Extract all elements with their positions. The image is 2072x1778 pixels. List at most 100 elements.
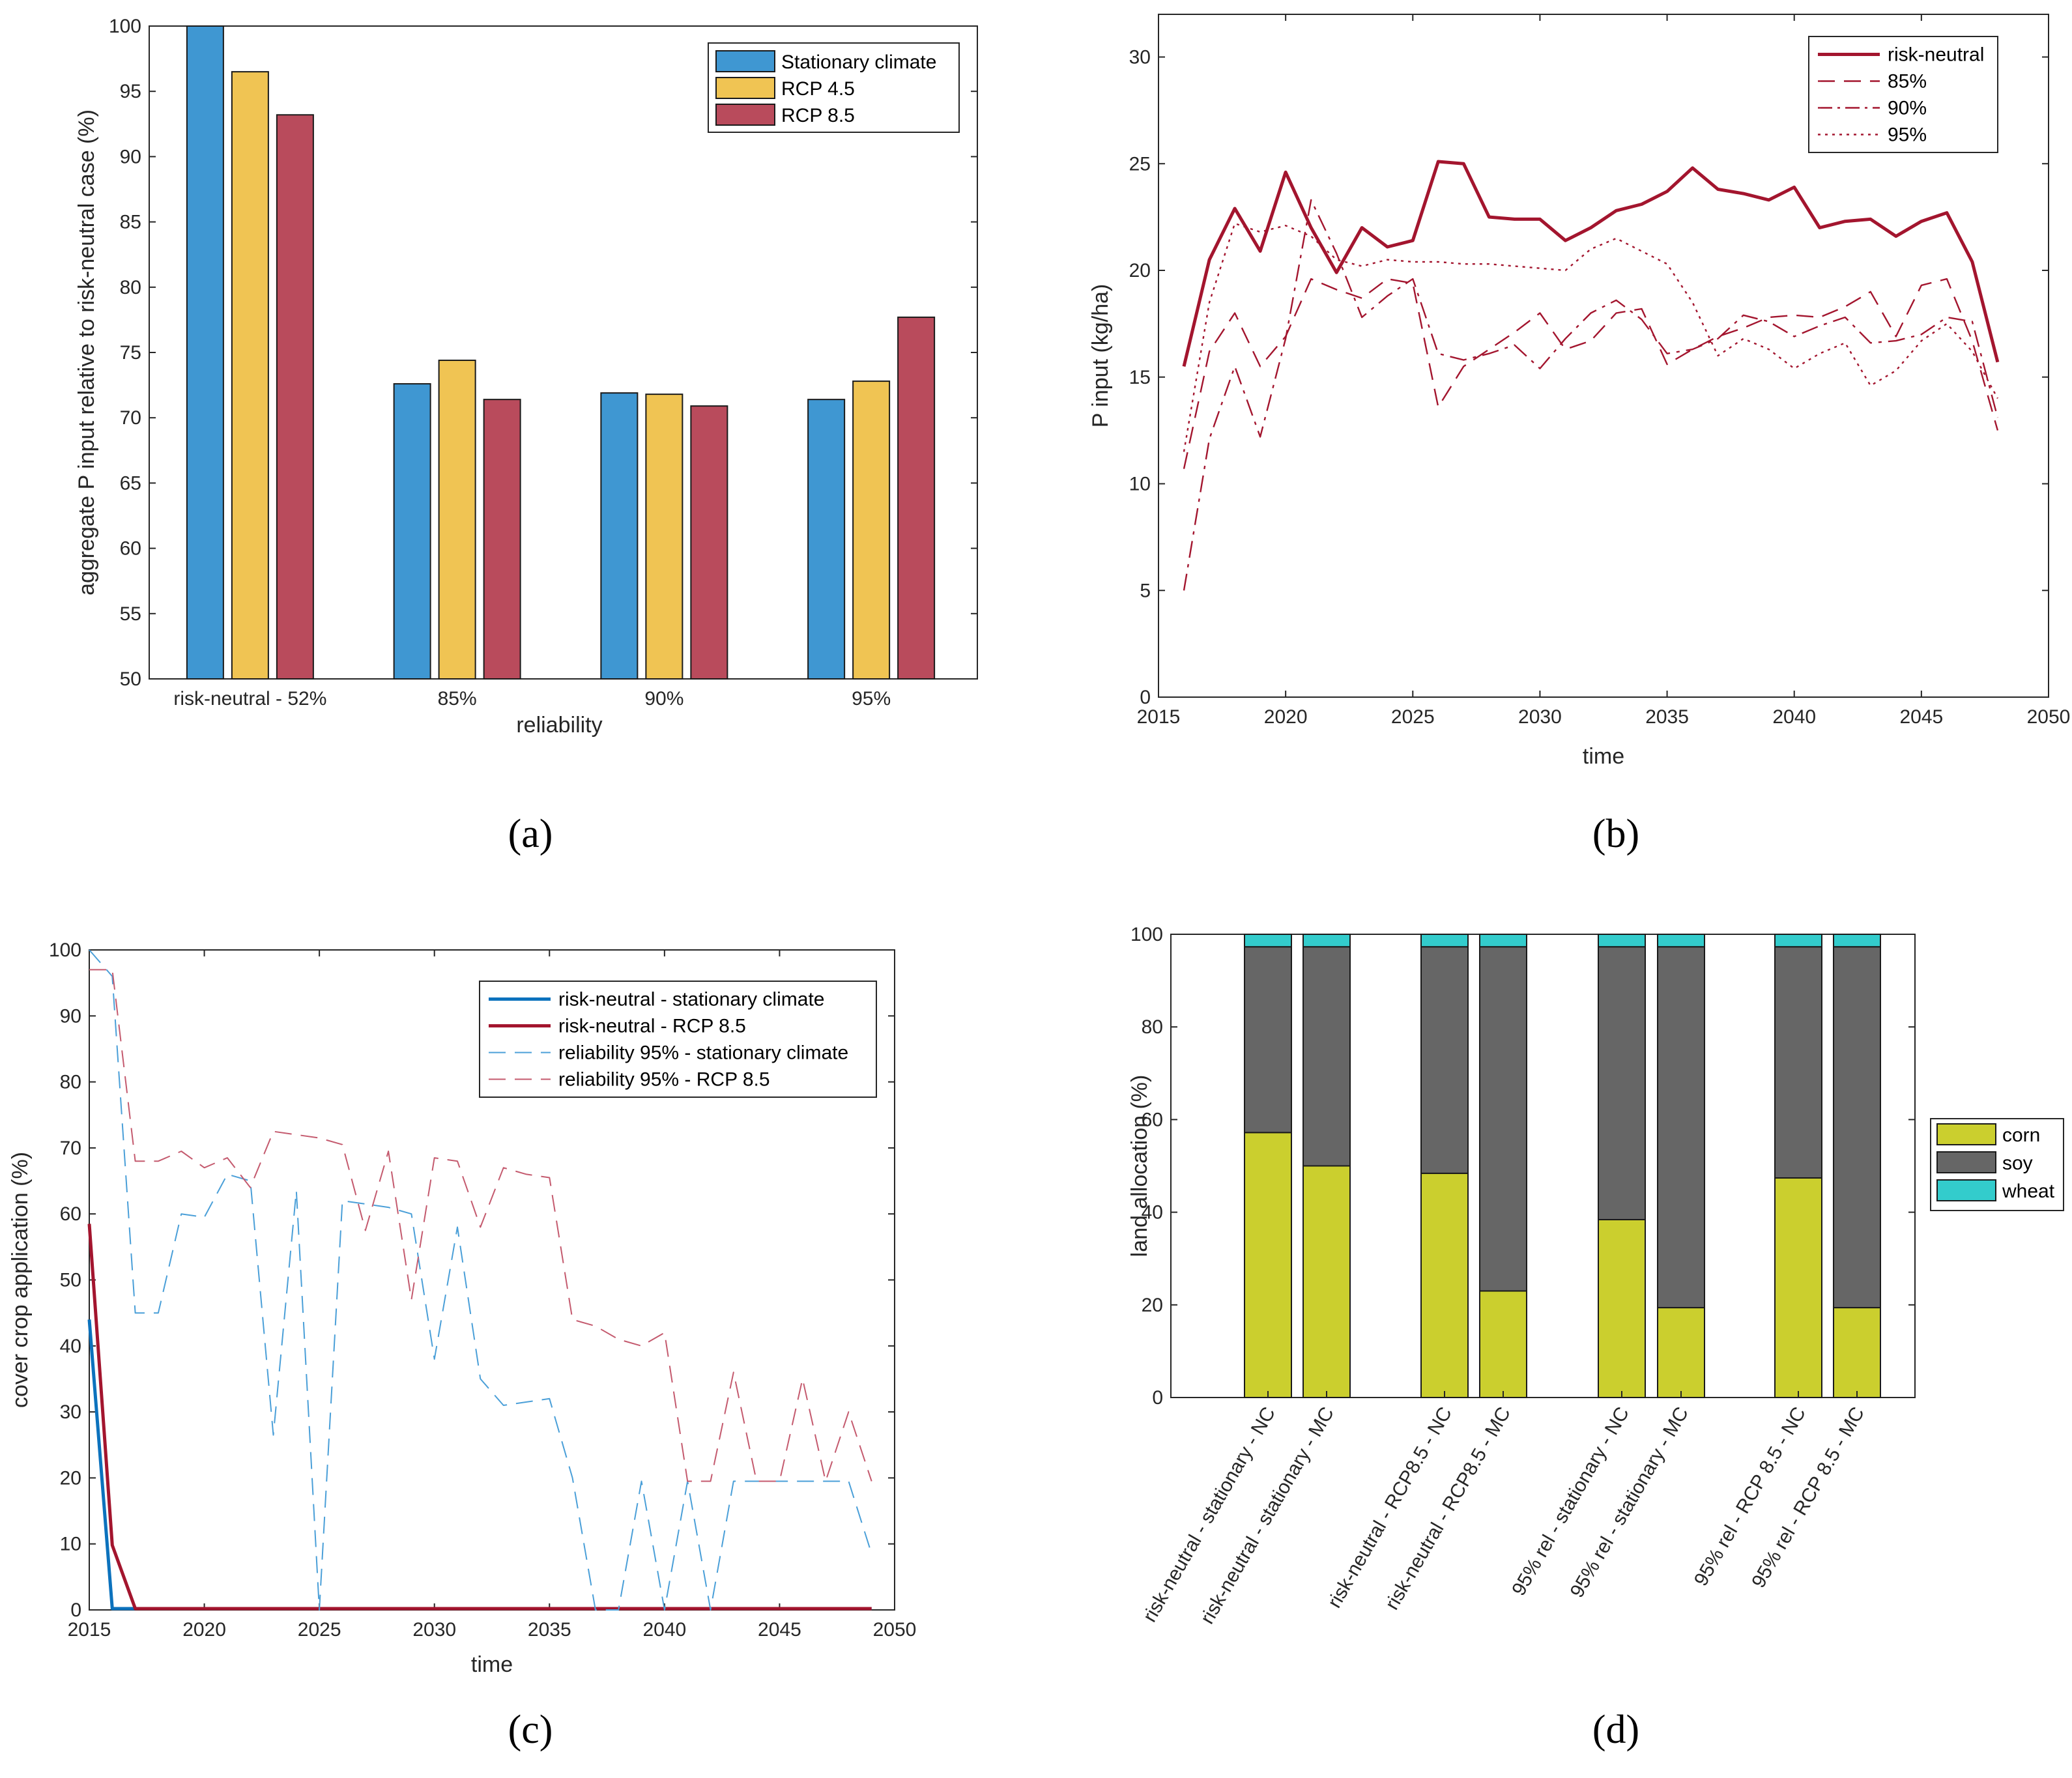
d-legend-swatch [1936, 1123, 1996, 1145]
a-ytick-label: 60 [120, 538, 141, 560]
b-series-risk-neutral [1182, 160, 2000, 367]
a-legend-label: RCP 4.5 [781, 78, 855, 100]
c-ytick-label: 20 [60, 1467, 81, 1489]
a-bar-stationary-climate [393, 383, 431, 680]
c-ytick-label: 40 [60, 1336, 81, 1357]
c-ytick-label: 70 [60, 1138, 81, 1159]
c-ylabel: cover crop application (%) [8, 1152, 33, 1408]
d-legend-swatch [1936, 1179, 1996, 1201]
b-xtick-label: 2020 [1264, 706, 1308, 728]
d-bar-segment-wheat [1302, 934, 1351, 948]
d-ytick-label: 60 [1142, 1109, 1163, 1130]
a-bar-stationary-climate [807, 399, 846, 680]
a-legend-label: Stationary climate [781, 51, 936, 73]
d-legend-label: soy [2002, 1153, 2033, 1174]
a-ytick-label: 90 [120, 146, 141, 167]
b-ytick-label: 25 [1129, 153, 1151, 175]
b-ytick-label: 30 [1129, 47, 1151, 68]
d-legend-label: wheat [2002, 1181, 2055, 1202]
a-ytick-label: 65 [120, 472, 141, 494]
c-legend-label: reliability 95% - stationary climate [558, 1042, 848, 1064]
c-series-reliability-95-stationary-climate [89, 949, 872, 1611]
a-xtick-label: 95% [852, 688, 891, 710]
b-ytick-label: 0 [1140, 687, 1151, 708]
b-xtick-label: 2030 [1518, 706, 1562, 728]
a-ytick-label: 75 [120, 342, 141, 364]
d-caption: (d) [1592, 1708, 1639, 1752]
d-bar-segment-corn [1302, 1165, 1351, 1398]
a-legend-swatch [715, 104, 775, 126]
c-ytick-label: 50 [60, 1270, 81, 1291]
d-ytick-label: 80 [1142, 1016, 1163, 1038]
c-xtick-label: 2015 [68, 1619, 111, 1641]
d-bar-segment-wheat [1420, 934, 1469, 948]
c-xtick-label: 2025 [298, 1619, 341, 1641]
d-bar-segment-wheat [1833, 934, 1881, 948]
a-bar-rcp-8-5 [276, 114, 314, 680]
a-bar-stationary-climate [186, 25, 224, 680]
a-xtick-label: risk-neutral - 52% [173, 688, 326, 710]
c-legend-label: risk-neutral - RCP 8.5 [558, 1016, 746, 1037]
c-caption: (c) [508, 1708, 553, 1752]
d-bar-segment-wheat [1598, 934, 1646, 948]
c-xtick-label: 2050 [873, 1619, 917, 1641]
d-bar-segment-wheat [1479, 934, 1527, 948]
d-ylabel: land allocation (%) [1127, 1075, 1152, 1257]
a-bar-rcp-4-5 [231, 71, 269, 680]
c-xtick-label: 2020 [182, 1619, 226, 1641]
b-ytick-label: 15 [1129, 367, 1151, 388]
b-caption: (b) [1592, 812, 1639, 856]
a-xtick-label: 85% [438, 688, 477, 710]
a-bar-rcp-8-5 [897, 316, 936, 680]
panel-a-bar-chart: 50 55 60 65 70 75 80 85 90 95 100 risk-neutral - 52… [74, 16, 978, 856]
a-bar-rcp-8-5 [690, 405, 728, 680]
d-bar-segment-soy [1479, 946, 1527, 1292]
d-xtick-label: 95% rel - RCP 8.5 - MC [1748, 1403, 1869, 1592]
c-ytick-label: 10 [60, 1534, 81, 1555]
a-bar-rcp-4-5 [852, 380, 891, 680]
d-ytick-label: 0 [1152, 1387, 1163, 1409]
b-xtick-label: 2050 [2027, 706, 2071, 728]
b-xtick-label: 2045 [1899, 706, 1943, 728]
d-bar-segment-wheat [1244, 934, 1292, 948]
d-bar-segment-corn [1420, 1172, 1469, 1398]
b-ytick-label: 10 [1129, 474, 1151, 495]
d-bar-segment-corn [1833, 1307, 1881, 1399]
d-ytick-label: 20 [1142, 1295, 1163, 1316]
d-bar-segment-soy [1244, 946, 1292, 1134]
a-ytick-label: 100 [109, 16, 141, 37]
d-bar-segment-wheat [1774, 934, 1822, 948]
a-ytick-label: 80 [120, 277, 141, 298]
d-bar-segment-soy [1833, 946, 1881, 1309]
c-series-reliability-95-rcp-8-5 [89, 969, 872, 1482]
a-bar-stationary-climate [600, 392, 639, 680]
b-xtick-label: 2035 [1645, 706, 1689, 728]
b-series-90- [1183, 199, 1999, 591]
c-xlabel: time [471, 1652, 513, 1677]
b-legend-label: 90% [1888, 98, 1927, 119]
a-ytick-label: 55 [120, 603, 141, 625]
c-xtick-label: 2040 [642, 1619, 686, 1641]
a-ytick-label: 70 [120, 407, 141, 429]
b-ytick-label: 5 [1140, 580, 1151, 601]
b-xtick-label: 2025 [1391, 706, 1435, 728]
a-legend-swatch [715, 50, 775, 72]
c-legend-label: risk-neutral - stationary climate [558, 989, 824, 1011]
d-bar-segment-corn [1479, 1290, 1527, 1398]
a-bar-rcp-4-5 [438, 360, 476, 680]
b-series-95- [1183, 222, 1998, 452]
b-legend-label: risk-neutral [1888, 44, 1984, 66]
a-bar-rcp-4-5 [645, 394, 683, 680]
b-xtick-label: 2015 [1137, 706, 1181, 728]
d-bar-segment-corn [1598, 1218, 1646, 1398]
c-xtick-label: 2035 [528, 1619, 571, 1641]
c-ytick-label: 90 [60, 1005, 81, 1027]
c-legend-label: reliability 95% - RCP 8.5 [558, 1069, 770, 1091]
c-series-risk-neutral-rcp-8-5 [87, 1224, 872, 1611]
b-legend-label: 95% [1888, 124, 1927, 146]
d-bar-segment-corn [1657, 1307, 1705, 1399]
d-bar-segment-soy [1302, 946, 1351, 1167]
